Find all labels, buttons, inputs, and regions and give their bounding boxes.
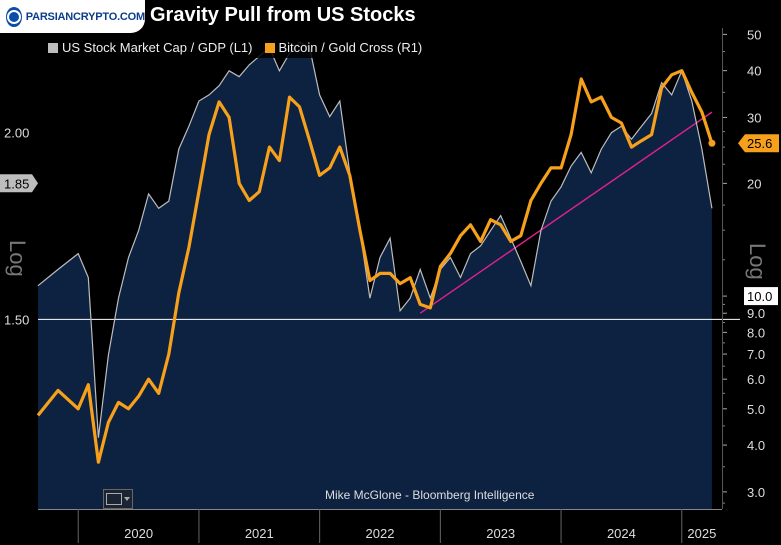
line-chart-icon[interactable] <box>103 489 133 509</box>
right-tick-label: 5.0 <box>747 402 765 417</box>
trendline <box>419 111 713 314</box>
left-current-value-text: 1.85 <box>4 176 29 191</box>
left-tick-label: 2.00 <box>4 126 29 141</box>
x-tick-label: 2023 <box>486 526 515 541</box>
right-tick-label: 10.0 <box>747 289 772 304</box>
axis-layer: 2.00 1.50 1.85 50 40 30 20 10.0 9.0 8.0 7.0 6.0 5.0 4… <box>0 27 779 509</box>
left-tick-label: 1.50 <box>4 312 29 327</box>
x-tick-label: 2024 <box>607 526 636 541</box>
series-line-market-cap-gdp <box>37 41 713 438</box>
chevron-down-icon <box>124 497 130 501</box>
right-tick-label: 40 <box>747 64 761 79</box>
x-axis: 2020 2021 2022 2023 2024 2025 <box>38 509 722 543</box>
right-tick-label: 6.0 <box>747 372 765 387</box>
market-cap-area <box>38 42 712 509</box>
legend-label-bitcoin-gold: Bitcoin / Gold Cross (R1) <box>278 40 423 55</box>
right-tick-label: 20 <box>747 176 761 191</box>
legend-item-bitcoin-gold[interactable]: Bitcoin / Gold Cross (R1) <box>264 40 423 55</box>
left-axis-scale-label: Log <box>5 240 30 277</box>
globe-logo-icon <box>6 6 22 27</box>
legend-label-market-cap-gdp: US Stock Market Cap / GDP (L1) <box>62 40 253 55</box>
right-tick-label: 7.0 <box>747 347 765 362</box>
series-endpoint-bitcoin-gold <box>708 139 716 147</box>
legend-item-market-cap-gdp[interactable]: US Stock Market Cap / GDP (L1) <box>48 40 253 55</box>
series-line-bitcoin-gold <box>36 69 714 464</box>
right-tick-label: 4.0 <box>747 438 765 453</box>
watermark-text: PARSIANCRYPTO.COM <box>25 10 145 23</box>
x-tick-label: 2020 <box>124 526 153 541</box>
right-tick-label: 3.0 <box>747 485 765 500</box>
right-axis-scale-label: Log <box>745 243 770 280</box>
x-tick-label: 2025 <box>687 526 716 541</box>
series-layer <box>36 41 716 464</box>
x-tick-label: 2021 <box>245 526 274 541</box>
right-current-value-text: 25.6 <box>747 136 772 151</box>
right-tick-label: 9.0 <box>747 306 765 321</box>
x-tick-label: 2022 <box>366 526 395 541</box>
right-current-value-badge: 25.6 <box>738 134 779 153</box>
right-reference-badge: 10.0 <box>744 287 778 306</box>
legend: US Stock Market Cap / GDP (L1) Bitcoin /… <box>42 37 429 58</box>
right-tick-label: 30 <box>747 110 761 125</box>
right-tick-label: 50 <box>747 27 761 42</box>
right-tick-label: 8.0 <box>747 325 765 340</box>
credit-text: Mike McGlone - Bloomberg Intelligence <box>325 488 535 502</box>
chart-title: Gravity Pull from US Stocks <box>150 4 416 26</box>
watermark: PARSIANCRYPTO.COM <box>0 0 145 33</box>
legend-swatch-orange <box>264 42 275 53</box>
legend-swatch-gray <box>48 42 58 53</box>
chart-tool-box <box>106 493 122 505</box>
area-layer <box>38 42 712 509</box>
left-current-value-badge: 1.85 <box>0 174 38 193</box>
